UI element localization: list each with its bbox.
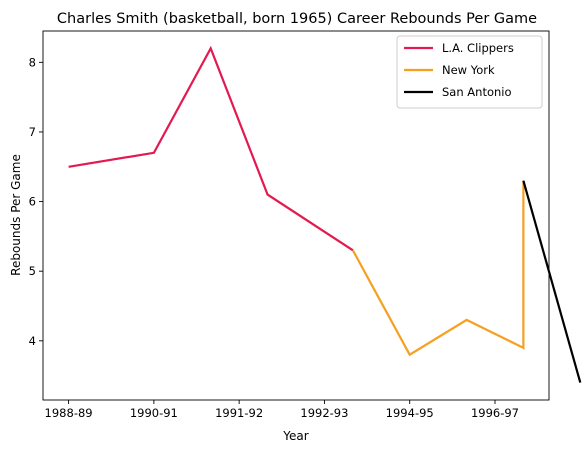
plot-area: 1988-89 1990-91 1991-92 1992-93 1994-95 1996-…: [29, 30, 582, 420]
x-tick-label-3: 1992-93: [300, 406, 348, 420]
legend-label-0: L.A. Clippers: [442, 41, 514, 55]
y-axis-label: Rebounds Per Game: [9, 154, 23, 276]
axes-frame: [42, 30, 550, 401]
y-tick-label-4: 8: [29, 55, 36, 69]
x-tick-label-2: 1991-92: [215, 406, 263, 420]
legend: L.A. Clippers New York San Antonio: [396, 35, 543, 109]
x-tick-label-4: 1994-95: [386, 406, 434, 420]
legend-label-2: San Antonio: [442, 85, 512, 99]
x-tick-label-0: 1988-89: [45, 406, 93, 420]
series-line-2: [522, 180, 582, 383]
x-axis-label: Year: [282, 429, 308, 443]
y-tick-label-0: 4: [29, 334, 36, 348]
series-line-0: [68, 45, 354, 252]
y-tick-label-3: 7: [29, 125, 36, 139]
y-tick-label-2: 6: [29, 195, 36, 209]
series-line-1: [351, 180, 525, 357]
chart-title: Charles Smith (basketball, born 1965) Ca…: [57, 11, 537, 27]
x-tick-label-5: 1996-97: [471, 406, 519, 420]
x-tick-label-1: 1990-91: [130, 406, 178, 420]
legend-box: [396, 35, 543, 109]
legend-label-1: New York: [442, 63, 495, 77]
y-tick-label-1: 5: [29, 264, 36, 278]
